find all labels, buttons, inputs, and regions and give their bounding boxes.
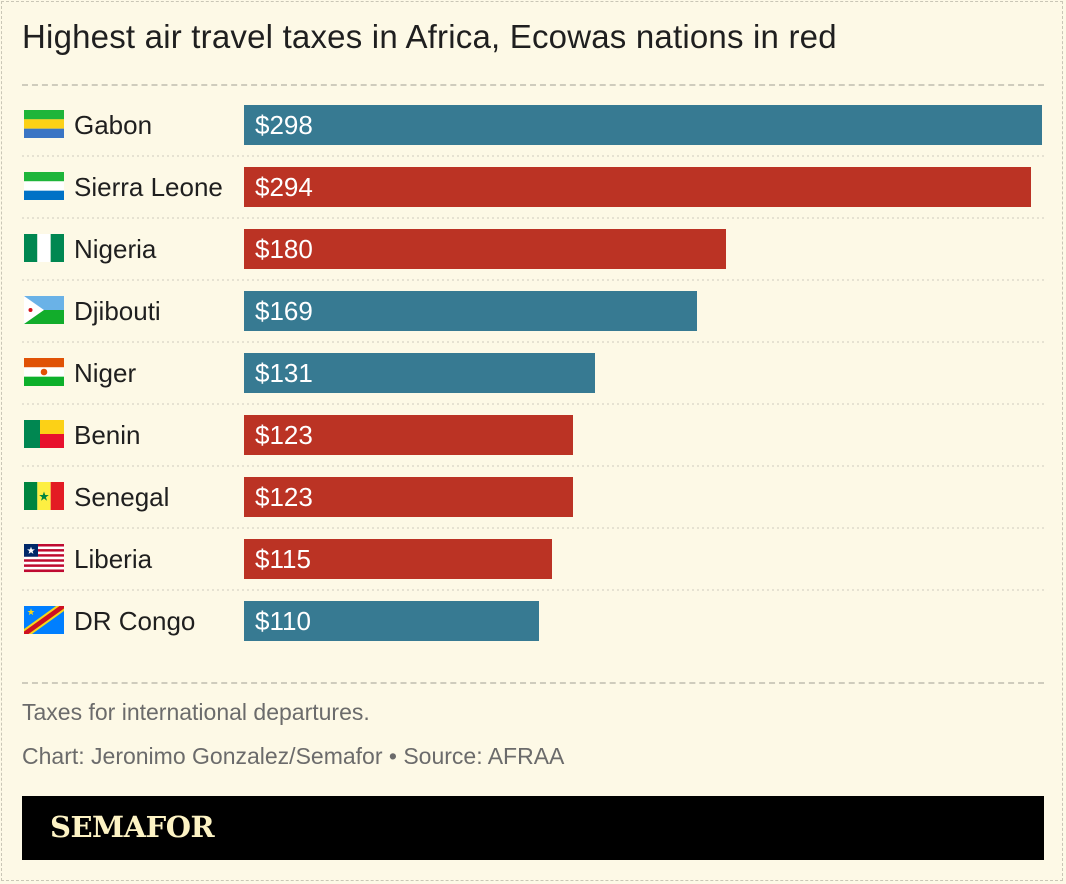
gabon-flag-icon: [24, 110, 64, 138]
bar: [244, 167, 1031, 207]
semafor-logo: SEMAFOR: [50, 810, 215, 844]
country-label: Nigeria: [74, 234, 157, 264]
bar: [244, 601, 539, 641]
niger-flag-icon: [24, 358, 64, 386]
country-label: Liberia: [74, 544, 153, 574]
value-label: $131: [255, 358, 313, 388]
chart-description: Taxes for international departures.: [22, 699, 370, 725]
bar: [244, 477, 573, 517]
country-label: Gabon: [74, 110, 152, 140]
country-label: Djibouti: [74, 296, 161, 326]
bar: [244, 291, 697, 331]
chart-title: Highest air travel taxes in Africa, Ecow…: [22, 18, 837, 55]
dr-congo-flag-icon: [24, 606, 64, 634]
bar-chart: Gabon $298 Sierra Leone $294 Nigeria $180 Djib…: [22, 105, 1044, 641]
country-label: Benin: [74, 420, 141, 450]
benin-flag-icon: [24, 420, 64, 448]
senegal-flag-icon: [24, 482, 64, 510]
djibouti-flag-icon: [24, 296, 64, 324]
chart-credit: Chart: Jeronimo Gonzalez/Semafor • Sourc…: [22, 743, 565, 769]
bar: [244, 415, 573, 455]
value-label: $169: [255, 296, 313, 326]
footer-bar: SEMAFOR: [22, 796, 1044, 860]
bar: [244, 353, 595, 393]
country-label: DR Congo: [74, 606, 195, 636]
country-label: Senegal: [74, 482, 169, 512]
bar: [244, 105, 1042, 145]
value-label: $298: [255, 110, 313, 140]
bar: [244, 229, 726, 269]
value-label: $123: [255, 420, 313, 450]
value-label: $123: [255, 482, 313, 512]
title-divider: [22, 84, 1044, 86]
value-label: $115: [255, 544, 311, 574]
liberia-flag-icon: [24, 544, 64, 573]
notes-divider: [22, 682, 1044, 684]
value-label: $110: [255, 606, 311, 636]
value-label: $180: [255, 234, 313, 264]
nigeria-flag-icon: [24, 234, 64, 262]
bar: [244, 539, 552, 579]
country-label: Niger: [74, 358, 136, 388]
sierra-leone-flag-icon: [24, 172, 64, 200]
value-label: $294: [255, 172, 313, 202]
country-label: Sierra Leone: [74, 172, 223, 202]
